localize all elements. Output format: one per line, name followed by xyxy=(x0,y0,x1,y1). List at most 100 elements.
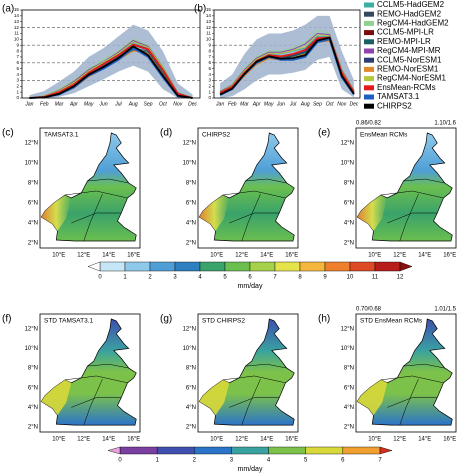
x-tick-label: Sep xyxy=(313,101,322,107)
x-tick-label: Oct xyxy=(326,101,334,107)
y-tick-label: 3 xyxy=(208,78,211,83)
region-border xyxy=(222,190,286,199)
legend-label: RegCM4-MPI-MR xyxy=(377,46,441,55)
lon-label: 10°E xyxy=(368,253,381,259)
lon-label: 10°E xyxy=(210,253,223,259)
y-tick-label: 2 xyxy=(208,83,211,88)
lat-label: 4°N xyxy=(344,221,354,227)
region-border xyxy=(399,378,419,426)
map-frame xyxy=(355,127,457,249)
y-tick-label: 13 xyxy=(14,19,20,24)
y-tick-label: 13 xyxy=(206,19,212,24)
x-tick-label: May xyxy=(84,101,94,107)
map-title: STD CHIRPS2 xyxy=(202,318,245,325)
legend-swatch xyxy=(364,66,374,72)
region-border xyxy=(399,193,419,242)
coastal-rain xyxy=(199,379,230,416)
map-title: EnsMean RCMs xyxy=(360,132,408,139)
colorbar-end xyxy=(87,261,101,272)
y-tick-label: 6 xyxy=(16,60,19,65)
lat-label: 6°N xyxy=(28,201,38,207)
y-tick-label: 11 xyxy=(14,31,19,36)
colorbar-swatch xyxy=(274,261,301,272)
x-tick-label: Mar xyxy=(240,101,249,107)
lat-label: 6°N xyxy=(28,385,38,391)
legend-label: CCLM5-MPI-LR xyxy=(377,28,434,37)
lat-label: 8°N xyxy=(28,181,38,187)
x-tick-label: Jan xyxy=(215,101,224,107)
y-tick-label: 7 xyxy=(208,54,211,59)
colorbar-swatch xyxy=(119,446,158,455)
colorbar-tick-label: 9 xyxy=(323,275,327,281)
coastal-rain xyxy=(41,195,72,231)
region-border xyxy=(222,375,286,384)
colorbar-tick-label: 7 xyxy=(378,458,382,464)
lon-label: 14°E xyxy=(102,253,115,259)
region-border xyxy=(241,193,261,242)
colorbar-swatch xyxy=(324,261,351,272)
series-line xyxy=(219,36,355,96)
lat-label: 2°N xyxy=(28,425,38,431)
map-stat: 1.01/1.5 xyxy=(434,307,456,313)
region-border xyxy=(403,178,445,184)
colorbar-unit: mm/day xyxy=(238,283,263,290)
region-border xyxy=(71,212,122,224)
lat-label: 8°N xyxy=(186,181,196,187)
y-tick-label: 0 xyxy=(208,95,211,100)
legend-label: RegCM4-HadGEM2 xyxy=(377,19,449,28)
region-border xyxy=(229,397,280,408)
lat-label: 6°N xyxy=(344,201,354,207)
lat-label: 12°N xyxy=(25,141,38,147)
legend-label: EnsMean-RCMs xyxy=(377,83,436,92)
panel-label: (d) xyxy=(160,128,172,139)
legend-swatch xyxy=(364,20,374,26)
y-tick-label: 0 xyxy=(16,95,19,100)
lat-label: 12°N xyxy=(183,141,196,147)
y-tick-label: 3 xyxy=(16,78,19,83)
coastal-rain xyxy=(357,195,388,231)
lon-label: 12°E xyxy=(235,253,248,259)
x-tick-label: Mar xyxy=(55,101,64,107)
lon-label: 14°E xyxy=(418,253,431,259)
map-frame xyxy=(197,313,299,433)
colorbar-tick-label: 11 xyxy=(372,275,379,281)
map-title: TAMSAT3.1 xyxy=(44,132,79,139)
colorbar-unit: mm/day xyxy=(238,466,263,473)
lon-label: 14°E xyxy=(418,437,431,443)
colorbar-swatch xyxy=(224,261,251,272)
lat-label: 4°N xyxy=(186,405,196,411)
y-tick-label: 1 xyxy=(208,89,211,94)
colorbar-end xyxy=(107,446,121,455)
x-tick-label: Jan xyxy=(24,101,33,107)
y-tick-label: 15 xyxy=(14,7,20,12)
colorbar-swatch xyxy=(374,261,401,272)
legend-swatch xyxy=(364,39,374,45)
colorbar-tick-label: 3 xyxy=(173,275,177,281)
panel-label: (b) xyxy=(194,4,206,15)
legend-swatch xyxy=(364,11,374,17)
x-tick-label: Jul xyxy=(114,101,122,107)
lat-label: 4°N xyxy=(28,405,38,411)
colorbar-tick-label: 0 xyxy=(118,458,122,464)
colorbar-tick-label: 7 xyxy=(273,275,277,281)
map-stat: 1.10/1.6 xyxy=(434,121,456,127)
colorbar-swatch xyxy=(174,261,201,272)
colorbar-swatch xyxy=(194,446,232,455)
x-tick-label: Dec xyxy=(188,101,197,107)
lat-label: 8°N xyxy=(344,181,354,187)
colorbar-tick-label: 0 xyxy=(98,275,102,281)
map-title: STD TAMSAT3.1 xyxy=(44,318,94,325)
x-tick-label: Nov xyxy=(337,101,346,107)
x-tick-label: Apr xyxy=(252,101,261,107)
y-tick-label: 9 xyxy=(16,42,19,47)
y-tick-label: 8 xyxy=(208,48,211,53)
lon-label: 16°E xyxy=(127,253,140,259)
coastal-rain xyxy=(41,379,72,416)
legend-swatch xyxy=(364,48,374,54)
lat-label: 12°N xyxy=(183,326,196,332)
region-border xyxy=(241,378,261,426)
colorbar-tick-label: 4 xyxy=(267,458,271,464)
colorbar-tick-label: 5 xyxy=(223,275,227,281)
series-line xyxy=(29,43,193,99)
